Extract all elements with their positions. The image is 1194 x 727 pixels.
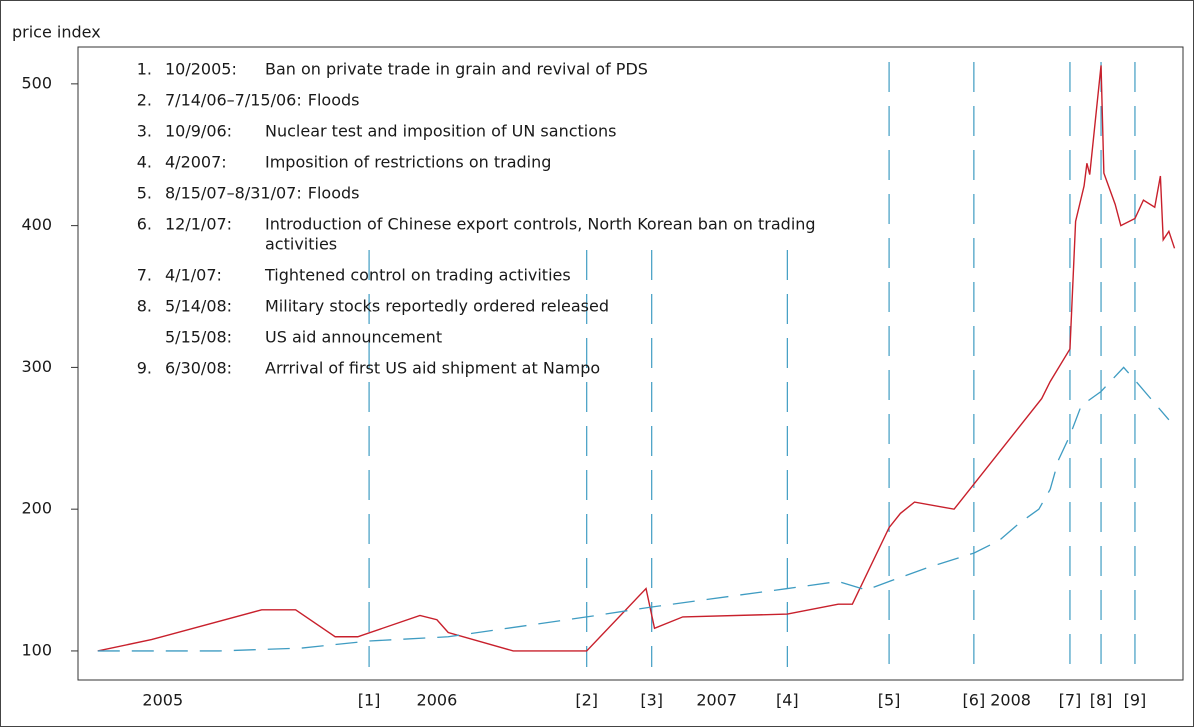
annotation-text: Floods: [308, 91, 360, 110]
annotation-date: 10/2005:: [165, 60, 237, 79]
event-label: [4]: [776, 691, 799, 710]
y-tick-label: 400: [21, 215, 52, 234]
annotation-number: 5.: [137, 184, 152, 203]
annotation-text: Imposition of restrictions on trading: [265, 153, 551, 172]
annotation-date: 6/30/08:: [165, 359, 232, 378]
annotation-date: 12/1/07:: [165, 215, 232, 234]
y-tick-label: 300: [21, 357, 52, 376]
event-label: [3]: [640, 691, 663, 710]
annotation-date: 8/15/07–8/31/07:: [165, 184, 302, 203]
annotation-number: 4.: [137, 153, 152, 172]
annotation-number: 1.: [137, 60, 152, 79]
annotation-date: 4/1/07:: [165, 266, 222, 285]
annotation-date: 5/15/08:: [165, 328, 232, 347]
event-label: [5]: [878, 691, 901, 710]
y-tick-label: 100: [21, 640, 52, 659]
event-label: [1]: [358, 691, 381, 710]
annotation-text: Arrrival of first US aid shipment at Nam…: [265, 359, 600, 378]
annotation-number: 8.: [137, 297, 152, 316]
x-tick-label: 2007: [696, 691, 737, 710]
annotation-date: 7/14/06–7/15/06:: [165, 91, 302, 110]
annotation-text: Ban on private trade in grain and reviva…: [265, 60, 648, 79]
annotation-text: Military stocks reportedly ordered relea…: [265, 297, 609, 316]
x-tick-label: 2006: [417, 691, 458, 710]
event-label: [7]: [1059, 691, 1082, 710]
plot-frame: [77, 46, 1184, 681]
annotation-number: 7.: [137, 266, 152, 285]
annotation-date: 5/14/08:: [165, 297, 232, 316]
annotation-text: Floods: [308, 184, 360, 203]
event-label: [8]: [1090, 691, 1113, 710]
x-tick-label: 2008: [990, 691, 1031, 710]
annotation-text: activities: [265, 235, 337, 254]
event-label: [6]: [963, 691, 986, 710]
y-tick-label: 200: [21, 499, 52, 518]
annotation-number: 3.: [137, 122, 152, 141]
annotation-number: 6.: [137, 215, 152, 234]
data-line: [97, 65, 1176, 652]
annotation-number: 9.: [137, 359, 152, 378]
annotation-text: Introduction of Chinese export controls,…: [265, 215, 816, 234]
event-label: [2]: [575, 691, 598, 710]
x-tick-label: 2005: [142, 691, 183, 710]
y-tick-label: 500: [21, 73, 52, 92]
event-label: [9]: [1124, 691, 1147, 710]
annotation-text: Tightened control on trading activities: [264, 266, 571, 285]
annotation-date: 10/9/06:: [165, 122, 232, 141]
annotation-text: Nuclear test and imposition of UN sancti…: [265, 122, 617, 141]
data-line: [97, 366, 1170, 652]
annotation-number: 2.: [137, 91, 152, 110]
y-axis-label: price index: [12, 23, 101, 42]
annotation-date: 4/2007:: [165, 153, 227, 172]
annotation-text: US aid announcement: [265, 328, 442, 347]
